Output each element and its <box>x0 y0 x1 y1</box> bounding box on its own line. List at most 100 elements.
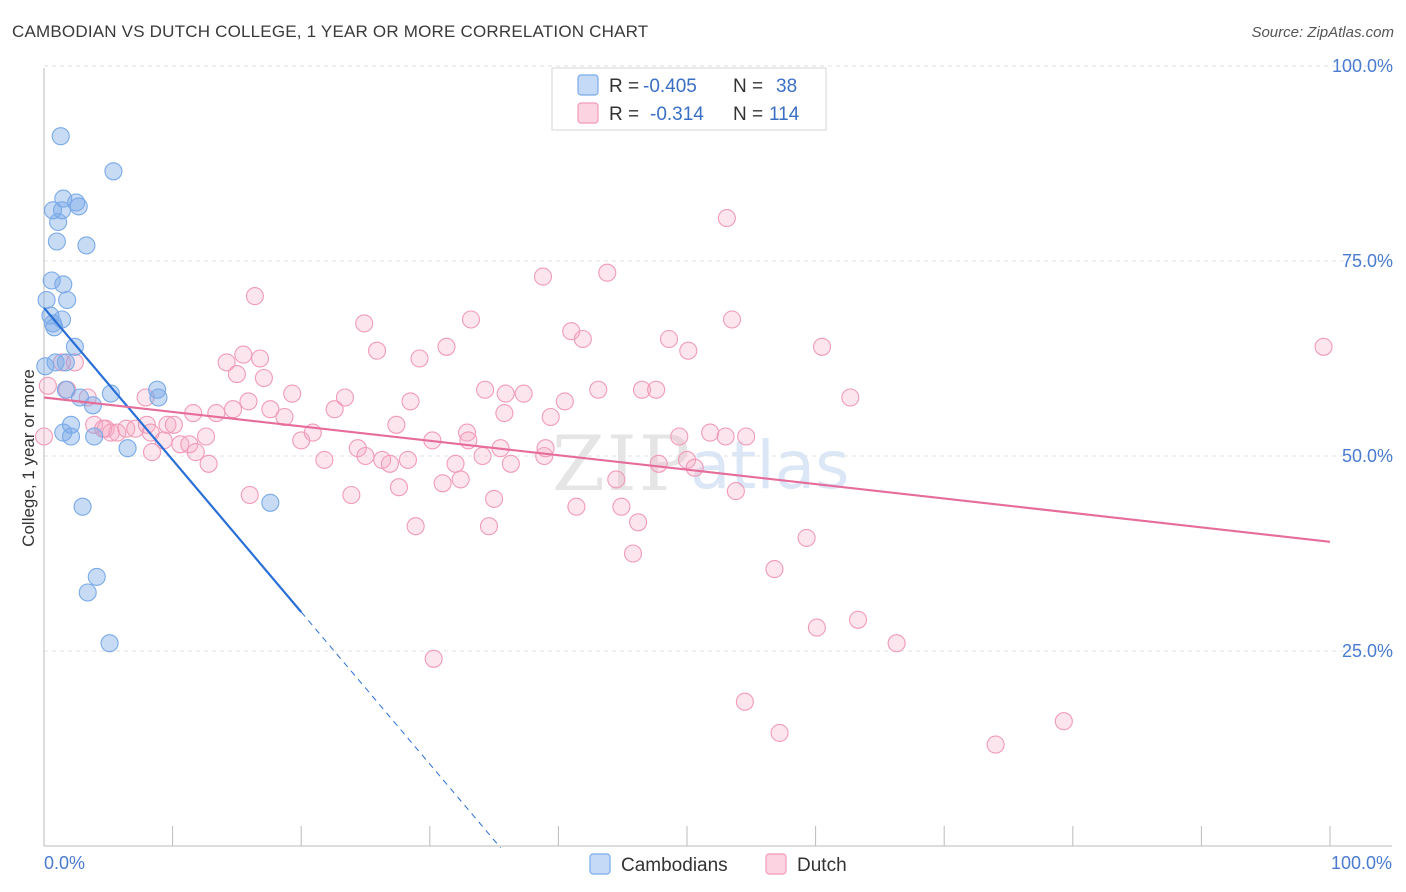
cambodians-trend-extension <box>300 611 501 849</box>
dutch-point <box>717 209 736 228</box>
dutch-point <box>659 329 679 349</box>
watermark-zip: ZIP <box>552 419 692 508</box>
y-tick-label-50: 50.0% <box>1342 446 1393 466</box>
dutch-point <box>108 423 127 442</box>
dutch-point <box>335 388 354 407</box>
dutch-point <box>34 427 54 446</box>
cambodian-point <box>56 353 75 372</box>
dutch-point <box>612 497 631 516</box>
legend-swatch-dutch <box>577 102 599 124</box>
trend-lines <box>43 307 1331 849</box>
source-label: Source: ZipAtlas.com <box>1251 24 1394 41</box>
dutch-point <box>476 380 495 399</box>
correlation-legend: R = -0.405 N = 38 R = -0.314 N = 114 <box>551 67 827 131</box>
dutch-point <box>406 517 425 536</box>
cambodian-point <box>149 388 168 407</box>
cambodian-point <box>69 197 88 216</box>
dutch-point <box>496 384 515 403</box>
dutch-point <box>355 314 374 333</box>
dutch-point <box>401 392 420 411</box>
x-axis-ticks <box>43 826 1331 846</box>
x-tick-label-min: 0.0% <box>44 853 85 873</box>
dutch-point <box>1054 712 1073 731</box>
legend-n-value-cambodians: 38 <box>776 76 797 97</box>
dutch-point <box>495 404 514 423</box>
dutch-point <box>812 337 832 356</box>
scatter-points <box>34 127 1333 754</box>
watermark-atlas: atlas <box>690 427 850 504</box>
cambodian-point <box>118 439 137 458</box>
legend-r-label-1: R = <box>609 76 639 97</box>
bottom-legend-swatch-dutch <box>765 853 787 875</box>
y-axis-title: College, 1 year or more <box>19 369 38 547</box>
dutch-point <box>647 380 666 399</box>
dutch-point <box>461 310 481 329</box>
dutch-point <box>342 485 361 505</box>
dutch-point <box>501 454 520 473</box>
dutch-point <box>716 427 735 446</box>
cambodian-point <box>61 427 81 446</box>
dutch-point <box>701 423 720 442</box>
dutch-point <box>223 400 243 419</box>
cambodian-point <box>47 232 66 251</box>
cambodian-point <box>148 380 167 399</box>
dutch-point <box>623 544 643 563</box>
legend-r-value-dutch: -0.314 <box>650 104 704 125</box>
dutch-point <box>239 392 258 411</box>
bottom-legend-label-cambodians: Cambodians <box>621 855 728 876</box>
dutch-point <box>679 341 698 360</box>
dutch-point <box>541 407 560 427</box>
dutch-point <box>807 618 826 637</box>
cambodian-point <box>101 384 120 403</box>
dutch-point <box>473 446 492 466</box>
dutch-point <box>485 489 504 508</box>
dutch-point <box>325 400 344 419</box>
dutch-point <box>283 384 302 403</box>
dutch-point <box>735 692 754 711</box>
series-legend: Cambodians Dutch <box>589 853 847 876</box>
cambodian-point <box>65 337 84 356</box>
dutch-point <box>207 404 226 423</box>
dutch-point <box>356 446 375 466</box>
dutch-point <box>52 353 72 372</box>
dutch-point <box>555 392 574 411</box>
dutch-point <box>535 446 554 466</box>
cambodian-point <box>49 212 68 232</box>
dutch-point <box>677 450 697 469</box>
dutch-point <box>142 443 162 462</box>
dutch-point <box>722 310 742 329</box>
y-tick-labels: 25.0% 50.0% 75.0% 100.0% <box>1332 56 1393 661</box>
dutch-point <box>649 454 668 473</box>
dutch-trend-line <box>43 396 1331 543</box>
bottom-legend-label-dutch: Dutch <box>797 855 847 876</box>
cambodian-point <box>261 493 280 512</box>
dutch-point <box>437 337 456 356</box>
dutch-point <box>451 470 470 489</box>
cambodian-point <box>56 380 75 399</box>
dutch-point <box>261 400 280 419</box>
legend-r-value-cambodians: -0.405 <box>643 76 697 97</box>
dutch-point <box>567 497 586 516</box>
dutch-point <box>629 513 648 532</box>
dutch-point <box>433 474 452 493</box>
dutch-point <box>315 450 334 469</box>
dutch-point <box>186 443 205 462</box>
dutch-point <box>848 610 868 629</box>
dutch-point <box>632 380 652 399</box>
dutch-point <box>737 427 756 446</box>
cambodian-point <box>83 396 102 415</box>
dutch-point <box>250 349 270 368</box>
dutch-point <box>479 517 499 536</box>
dutch-point <box>770 723 789 742</box>
dutch-point <box>398 450 417 469</box>
dutch-point <box>234 345 253 364</box>
legend-n-label-2: N = <box>733 104 763 125</box>
dutch-point <box>217 353 236 372</box>
cambodian-point <box>52 201 72 220</box>
dutch-point <box>598 263 617 282</box>
dutch-point <box>240 485 259 505</box>
dutch-point <box>424 649 443 668</box>
dutch-point <box>254 368 273 388</box>
dutch-point <box>348 439 367 458</box>
